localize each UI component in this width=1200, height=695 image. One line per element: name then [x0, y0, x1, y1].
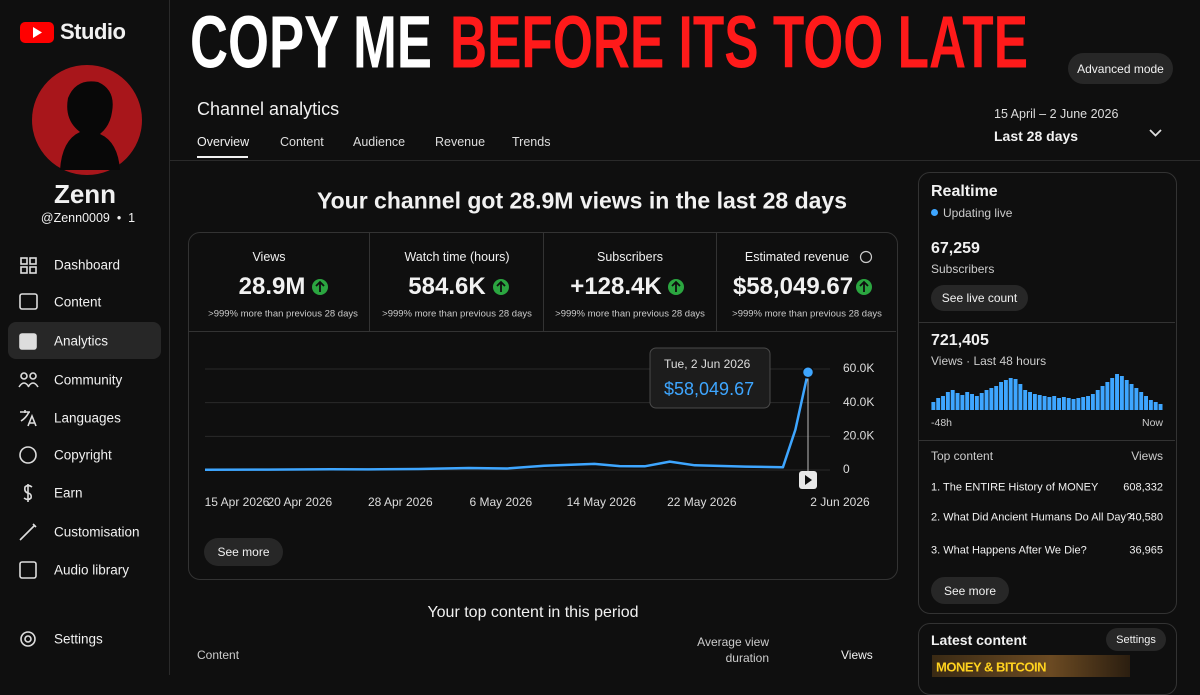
- column-header: Views: [841, 648, 873, 662]
- content-title[interactable]: 2. What Did Ancient Humans Do All Day?: [931, 511, 1133, 524]
- metric-value: +128.4K: [570, 273, 662, 300]
- metric-divider: [543, 233, 544, 331]
- tab[interactable]: Audience: [353, 134, 406, 149]
- sidebar: [0, 0, 170, 675]
- column-header: Content: [197, 648, 240, 662]
- nav-item[interactable]: Settings: [54, 631, 103, 647]
- views-label: Views · Last 48 hours: [931, 354, 1047, 368]
- metric-value: 28.9M: [238, 273, 306, 300]
- top-content-label: Top content: [931, 449, 994, 463]
- logo-text[interactable]: Studio: [60, 19, 126, 44]
- views-count: 721,405: [931, 332, 989, 349]
- views-column: Views: [1131, 449, 1163, 463]
- divider: [919, 322, 1175, 323]
- metric-label: Watch time (hours): [404, 249, 510, 264]
- live-status: Updating live: [943, 206, 1013, 220]
- metric-divider: [716, 233, 717, 331]
- metric-divider: [189, 331, 896, 332]
- see-more-button[interactable]: See more: [204, 538, 283, 566]
- tab[interactable]: Overview: [197, 134, 250, 149]
- nav-item[interactable]: Languages: [54, 410, 121, 426]
- headline: Your channel got 28.9M views in the last…: [316, 187, 848, 214]
- subscriber-label: Subscribers: [931, 262, 995, 276]
- channel-handle: @Zenn0009 • 1: [40, 210, 136, 225]
- realtime-card: [918, 172, 1177, 614]
- metric-change: >999% more than previous 28 days: [555, 308, 705, 320]
- metric-divider: [369, 233, 370, 331]
- tab-underline: [197, 156, 248, 158]
- thumbnail[interactable]: [932, 655, 1130, 677]
- metric-change: >999% more than previous 28 days: [208, 308, 358, 320]
- content-views: 36,965: [1129, 544, 1163, 557]
- nav-item[interactable]: Dashboard: [54, 257, 121, 273]
- nav-item[interactable]: Audio library: [54, 562, 130, 578]
- nav-item[interactable]: Content: [54, 294, 102, 310]
- metric-value: $58,049.67: [732, 273, 854, 300]
- tab[interactable]: Revenue: [435, 134, 486, 149]
- content-views: 40,580: [1129, 511, 1163, 524]
- banner-highlight: BEFORE ITS TOO LATE: [450, 1, 1028, 84]
- live-count-button[interactable]: See live count: [931, 285, 1028, 311]
- nav-item[interactable]: Earn: [54, 485, 83, 501]
- section-title: Your top content in this period: [427, 604, 639, 621]
- nav-item[interactable]: Community: [54, 372, 123, 388]
- header-divider: [170, 160, 1200, 161]
- content-title[interactable]: 3. What Happens After We Die?: [931, 544, 1087, 557]
- metric-label: Subscribers: [597, 249, 663, 264]
- tab[interactable]: Trends: [512, 134, 551, 149]
- divider: [919, 440, 1175, 441]
- metric-change: >999% more than previous 28 days: [382, 308, 532, 320]
- channel-name: Zenn: [53, 179, 117, 209]
- metric-label: Estimated revenue: [744, 249, 850, 264]
- period-select[interactable]: Last 28 days: [994, 128, 1079, 144]
- realtime-title: Realtime: [931, 183, 998, 200]
- tab[interactable]: Content: [280, 134, 324, 149]
- metric-change: >999% more than previous 28 days: [732, 308, 882, 320]
- thumbnail-text: MONEY & BITCOIN: [936, 659, 1047, 675]
- nav-item[interactable]: Customisation: [54, 524, 140, 540]
- nav-item[interactable]: Copyright: [54, 447, 112, 463]
- date-range[interactable]: 15 April – 2 June 2026: [994, 106, 1119, 121]
- see-more-button[interactable]: See more: [931, 577, 1009, 604]
- content-title[interactable]: 1. The ENTIRE History of MONEY: [931, 481, 1099, 494]
- nav-item[interactable]: Analytics: [54, 333, 109, 349]
- content-views: 608,332: [1123, 481, 1163, 494]
- live-dot: [931, 209, 938, 216]
- column-header: Average view duration: [697, 635, 769, 665]
- metric-label: Views: [252, 249, 286, 264]
- dropdown-chevron[interactable]: [1149, 129, 1162, 137]
- advanced-mode-button[interactable]: Advanced mode: [1068, 53, 1173, 84]
- overview-card: [188, 232, 898, 580]
- page-title: Channel analytics: [197, 99, 340, 119]
- subscriber-count: 67,259: [931, 240, 980, 257]
- metric-value: 584.6K: [408, 273, 486, 300]
- settings-button[interactable]: Settings: [1106, 628, 1166, 651]
- latest-content-title: Latest content: [931, 632, 1027, 648]
- banner-text: COPY ME: [190, 1, 432, 84]
